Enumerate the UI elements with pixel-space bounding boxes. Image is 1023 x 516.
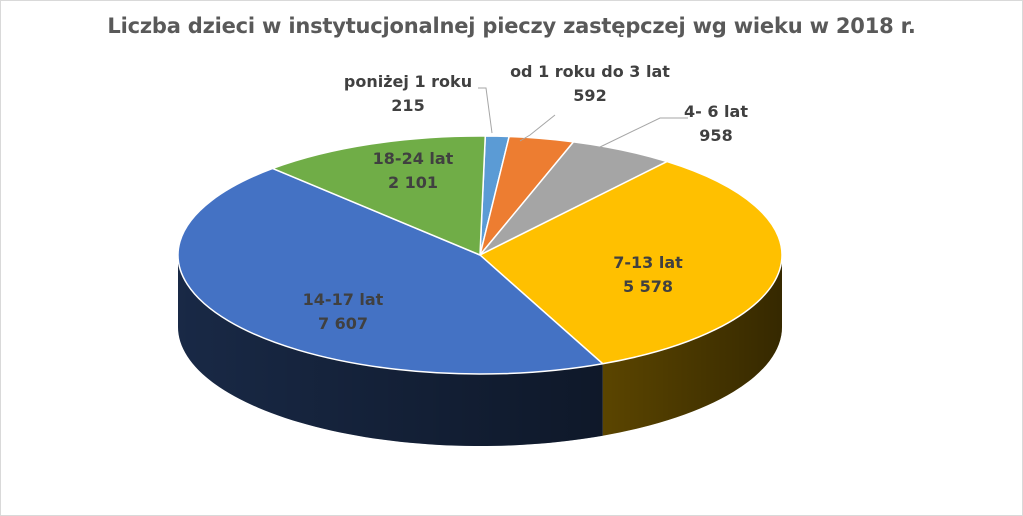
- data-label-6: 18-24 lat 2 101: [293, 147, 533, 195]
- data-label-value: 5 578: [622, 277, 674, 296]
- data-label-4: 7-13 lat 5 578: [528, 251, 768, 299]
- data-label-category: 7-13 lat: [613, 253, 683, 272]
- data-label-category: od 1 roku do 3 lat: [510, 62, 670, 81]
- pie-slice-side-shade: [602, 255, 782, 436]
- leader-line: [478, 87, 493, 134]
- data-label-category: poniżej 1 roku: [343, 72, 473, 91]
- data-label-value: 215: [391, 96, 425, 115]
- pie-slice-6: [271, 135, 487, 256]
- data-label-category: 18-24 lat: [372, 149, 454, 168]
- data-label-category: 14-17 lat: [302, 290, 384, 309]
- data-label-1: poniżej 1 roku 215: [288, 70, 528, 118]
- pie-slice-5: [177, 167, 604, 375]
- data-label-category: 4- 6 lat: [684, 102, 748, 121]
- pie-slice-side-shade: [178, 255, 603, 446]
- data-label-5: 14-17 lat 7 607: [223, 288, 463, 336]
- data-label-3: 4- 6 lat 958: [596, 100, 836, 148]
- pie-slice-4: [479, 160, 783, 365]
- chart-title: Liczba dzieci w instytucjonalnej pieczy …: [107, 14, 916, 38]
- leader-line: [597, 117, 688, 149]
- data-label-value: 958: [699, 126, 733, 145]
- data-label-value: 2 101: [387, 173, 439, 192]
- data-label-2: od 1 roku do 3 lat 592: [470, 60, 710, 108]
- data-label-value: 7 607: [317, 314, 369, 333]
- data-label-value: 592: [573, 86, 607, 105]
- leader-line: [519, 114, 556, 142]
